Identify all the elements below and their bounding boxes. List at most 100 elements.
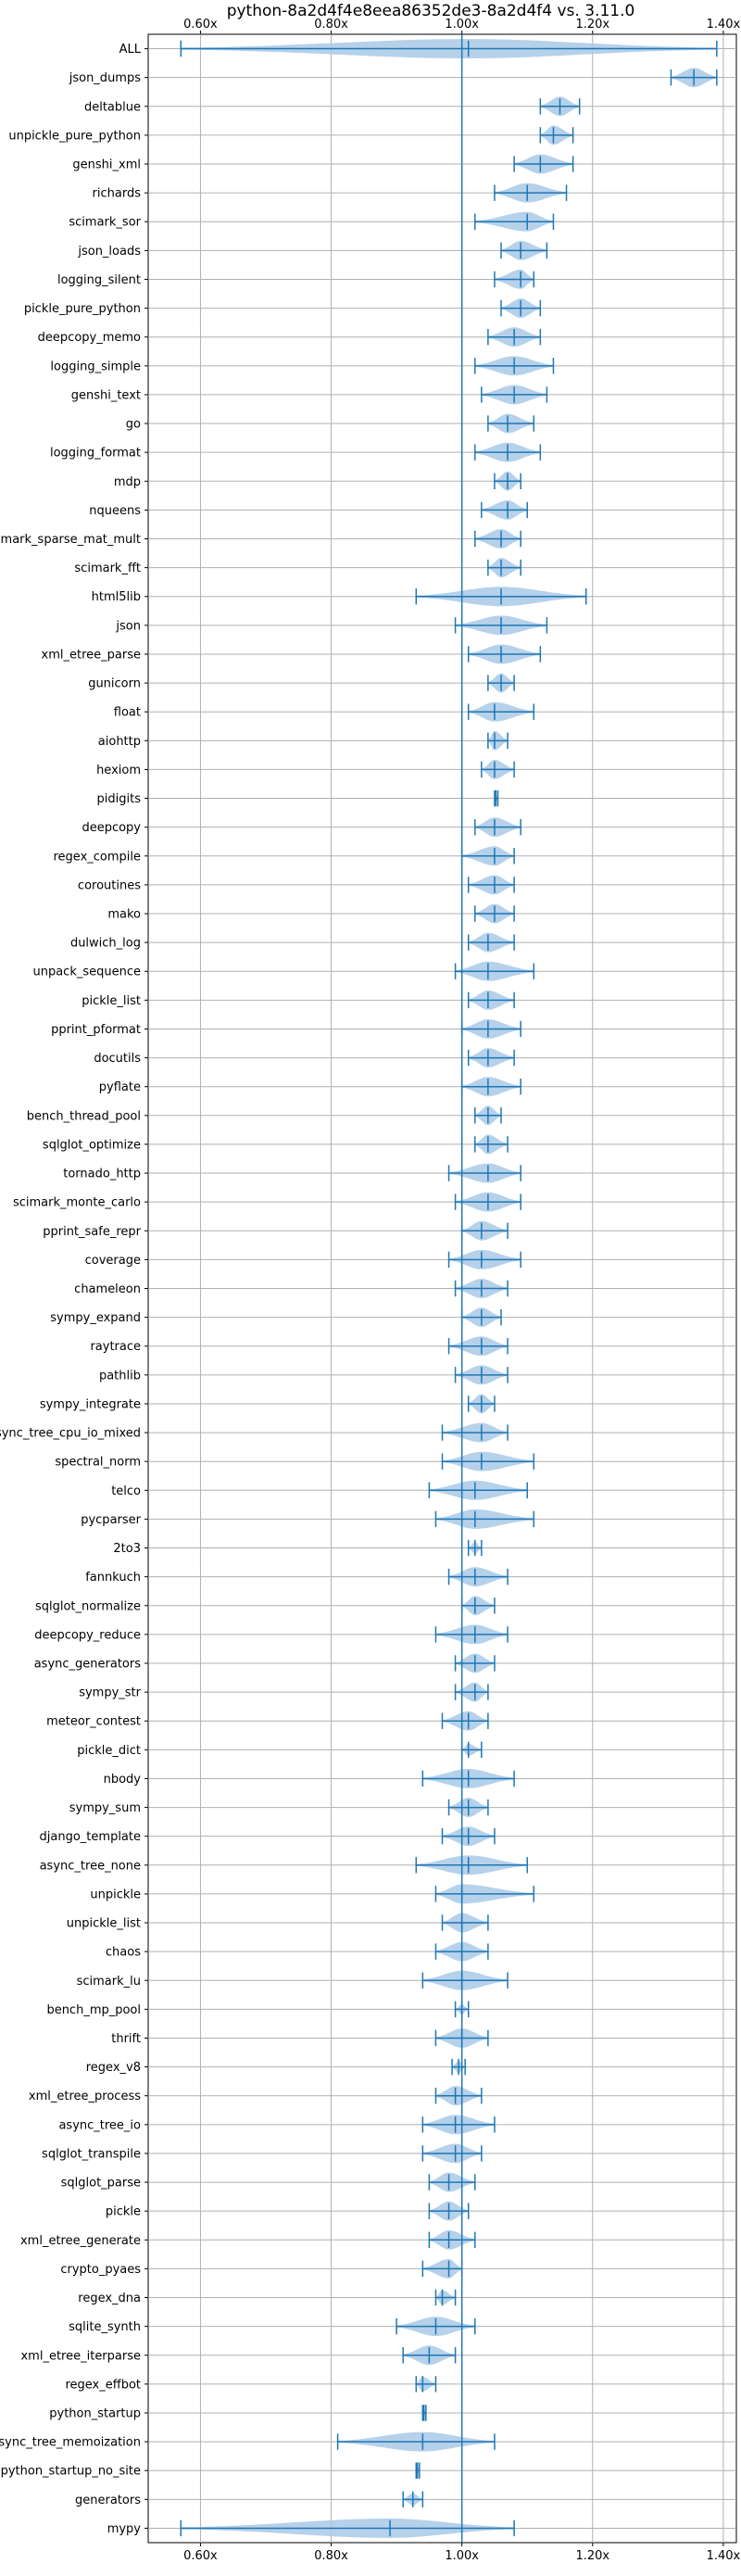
category-label: bench_mp_pool [46, 2003, 141, 2017]
category-label: telco [111, 1484, 141, 1498]
x-tick-label-bottom: 1.20x [575, 2549, 609, 2563]
category-label: coverage [85, 1254, 141, 1268]
category-label: logging_silent [57, 273, 141, 287]
category-label: unpickle_list [67, 1917, 141, 1931]
category-label: async_generators [34, 1657, 142, 1671]
category-label: genshi_xml [72, 158, 141, 172]
category-label: pickle_pure_python [24, 302, 141, 316]
chart-title: python-8a2d4f4e8eea86352de3-8a2d4f4 vs. … [227, 2, 635, 20]
category-label: xml_etree_process [29, 2090, 141, 2103]
category-label: sqlglot_transpile [42, 2147, 141, 2161]
x-tick-label-top: 1.40x [707, 18, 741, 32]
category-label: sqlglot_optimize [43, 1138, 141, 1152]
category-label: bench_thread_pool [27, 1109, 141, 1123]
category-label: scimark_sparse_mat_mult [0, 533, 141, 547]
category-label: regex_effbot [65, 2378, 141, 2392]
category-label: django_template [40, 1830, 141, 1844]
category-label: crypto_pyaes [60, 2263, 141, 2277]
category-label: regex_dna [78, 2292, 141, 2305]
category-label: richards [93, 187, 142, 201]
category-label: json_dumps [69, 71, 141, 85]
x-tick-label-top: 1.20x [575, 18, 609, 32]
category-label: fannkuch [85, 1571, 141, 1585]
category-label: pycparser [81, 1513, 141, 1527]
x-tick-label-bottom: 1.00x [445, 2549, 479, 2563]
category-label: async_tree_io [58, 2118, 141, 2132]
category-label: scimark_fft [74, 562, 141, 575]
category-label: xml_etree_iterparse [20, 2349, 141, 2363]
plot-area: 0.60x 0.60x 0.80x 0.80x 1.00x 1.00x 1.20x 1.20x… [0, 18, 741, 2563]
category-label: xml_etree_parse [42, 648, 141, 662]
category-label: pprint_pformat [51, 1023, 141, 1037]
category-label: pickle_dict [77, 1744, 141, 1758]
category-label: unpack_sequence [32, 966, 141, 979]
category-label: sympy_sum [69, 1801, 141, 1815]
category-label: deltablue [84, 100, 141, 114]
category-label: go [126, 418, 141, 432]
category-label: gunicorn [88, 677, 141, 691]
category-label: regex_v8 [86, 2061, 141, 2075]
category-label: raytrace [90, 1340, 141, 1354]
x-tick-label-top: 1.00x [445, 18, 479, 32]
x-tick-label-top: 0.80x [314, 18, 348, 32]
category-label: 2to3 [113, 1542, 141, 1556]
category-label: python_startup_no_site [1, 2465, 141, 2479]
category-label: json_loads [77, 245, 141, 259]
category-label: tornado_http [63, 1168, 141, 1181]
x-tick-label-bottom: 1.40x [707, 2549, 741, 2563]
category-label: pyflate [99, 1080, 141, 1094]
category-label: html5lib [92, 590, 141, 604]
category-label: sympy_integrate [40, 1397, 141, 1411]
category-label: scimark_lu [77, 1975, 141, 1989]
category-label: python_startup [49, 2406, 141, 2420]
category-label: chaos [106, 1946, 141, 1960]
category-label: aiohttp [98, 735, 141, 749]
category-label: mako [107, 908, 141, 922]
category-label: regex_compile [53, 850, 141, 864]
category-label: async_tree_cpu_io_mixed [0, 1427, 141, 1441]
category-label: spectral_norm [55, 1456, 141, 1470]
category-label: async_tree_memoization [0, 2436, 141, 2450]
x-tick-label-bottom: 0.60x [183, 2549, 218, 2563]
category-label: hexiom [96, 764, 141, 777]
category-label: unpickle_pure_python [8, 129, 141, 143]
category-label: nbody [104, 1773, 142, 1787]
category-label: sympy_expand [50, 1311, 141, 1325]
category-label: deepcopy_reduce [34, 1628, 141, 1642]
category-label: genshi_text [71, 388, 141, 402]
category-label: xml_etree_generate [20, 2234, 141, 2248]
category-label: deepcopy [82, 821, 141, 835]
category-label: ALL [119, 43, 142, 57]
category-label: pickle [106, 2205, 141, 2219]
category-label: meteor_contest [46, 1715, 141, 1729]
category-label: scimark_sor [69, 216, 141, 230]
category-label: pickle_list [82, 994, 141, 1008]
category-label: sqlite_synth [69, 2320, 141, 2334]
category-label: chameleon [74, 1282, 141, 1296]
category-label: dulwich_log [70, 937, 141, 951]
category-label: mypy [107, 2522, 142, 2536]
category-label: logging_format [50, 447, 141, 461]
category-label: generators [75, 2494, 141, 2507]
category-label: float [114, 706, 141, 720]
category-label: mdp [114, 475, 141, 489]
category-label: sqlglot_normalize [35, 1599, 141, 1613]
category-label: coroutines [78, 878, 141, 892]
category-label: json [115, 619, 141, 633]
category-label: unpickle [90, 1888, 141, 1901]
category-label: deepcopy_memo [38, 331, 141, 345]
category-label: thrift [111, 2032, 141, 2046]
category-label: async_tree_none [40, 1859, 141, 1873]
category-label: scimark_monte_carlo [13, 1196, 141, 1210]
category-label: pidigits [97, 792, 142, 806]
category-label: logging_simple [50, 360, 141, 373]
x-tick-label-bottom: 0.80x [314, 2549, 348, 2563]
category-label: pprint_safe_repr [43, 1225, 141, 1239]
category-label: nqueens [89, 504, 141, 518]
category-label: sympy_str [79, 1686, 141, 1700]
category-label: pathlib [99, 1369, 141, 1383]
category-label: sqlglot_parse [61, 2177, 141, 2191]
category-label: docutils [94, 1052, 141, 1066]
x-tick-label-top: 0.60x [183, 18, 218, 32]
